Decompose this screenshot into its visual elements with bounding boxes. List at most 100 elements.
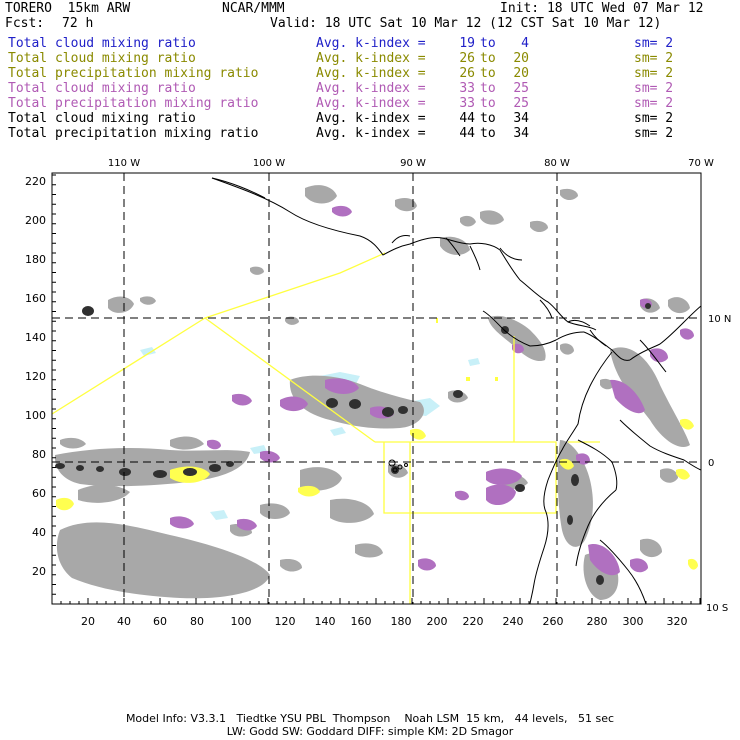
legend-lo: 20 [513, 51, 529, 66]
legend-row: Total cloud mixing ratio Avg. k-index = … [8, 111, 673, 126]
legend-lo: 20 [513, 66, 529, 81]
y-tick-labels: 20 40 60 80 100 120 140 160 180 200 220 [25, 175, 46, 578]
domain-boundaries [52, 252, 600, 604]
x-tick-label: 140 [315, 615, 336, 628]
legend-hi: 26 [459, 51, 475, 66]
model-info-line2: LW: Godd SW: Goddard DIFF: simple KM: 2D… [226, 725, 514, 738]
x-tick-label: 200 [427, 615, 448, 628]
y-tick-label: 120 [25, 370, 46, 383]
legend-variable: Total precipitation mixing ratio [8, 96, 259, 111]
forecast-hours: 72 h [62, 16, 94, 31]
x-tick-label: 40 [117, 615, 131, 628]
legend-smoothing: sm= 2 [634, 36, 674, 51]
longitude-labels: 110 W 100 W 90 W 80 W 70 W [108, 158, 714, 169]
y-tick-label: 140 [25, 331, 46, 344]
legend-hi: 26 [459, 66, 475, 81]
x-tick-label: 100 [231, 615, 252, 628]
legend-avg-label: Avg. k-index = [316, 126, 426, 141]
legend-to: to [480, 66, 496, 81]
legend-hi: 19 [459, 36, 475, 51]
legend-lo: 4 [521, 36, 529, 51]
legend-to: to [480, 111, 496, 126]
legend-to: to [480, 81, 496, 96]
latlon-grid [52, 173, 701, 604]
latitude-labels: 10 N 0 10 S [706, 314, 731, 614]
legend-variable: Total cloud mixing ratio [8, 36, 196, 51]
x-tick-label: 320 [667, 615, 688, 628]
y-tick-label: 20 [32, 565, 46, 578]
legend-lo: 34 [513, 126, 529, 141]
longitude-label: 90 W [400, 158, 426, 169]
legend-avg-label: Avg. k-index = [316, 36, 426, 51]
legend-smoothing: sm= 2 [634, 96, 674, 111]
x-tick-labels: 20 40 60 80 100 120 140 160 180 200 220 … [81, 615, 688, 628]
legend-to: to [480, 51, 496, 66]
legend-row: Total precipitation mixing ratio Avg. k-… [8, 126, 673, 141]
dark-cores [55, 303, 651, 585]
x-tick-label: 60 [153, 615, 167, 628]
legend-row: Total cloud mixing ratio Avg. k-index = … [8, 51, 673, 66]
legend-variable: Total precipitation mixing ratio [8, 126, 259, 141]
legend-lo: 34 [513, 111, 529, 126]
legend-avg-label: Avg. k-index = [316, 51, 426, 66]
legend-row: Total cloud mixing ratio Avg. k-index = … [8, 81, 673, 96]
legend-hi: 33 [459, 81, 475, 96]
x-tick-marks [51, 598, 701, 604]
legend-smoothing: sm= 2 [634, 81, 674, 96]
x-tick-label: 120 [275, 615, 296, 628]
model-title: TORERO 15km ARW [5, 1, 131, 16]
valid-time: Valid: 18 UTC Sat 10 Mar 12 (12 CST Sat … [270, 16, 662, 31]
y-tick-marks [52, 174, 56, 605]
latitude-label: 0 [708, 458, 714, 469]
y-tick-label: 40 [32, 526, 46, 539]
legend-lo: 25 [513, 81, 529, 96]
x-tick-label: 20 [81, 615, 95, 628]
latitude-label: 10 N [708, 314, 731, 325]
x-tick-label: 220 [463, 615, 484, 628]
region-marks [436, 318, 498, 381]
organization: NCAR/MMM [222, 1, 285, 16]
legend-variable: Total cloud mixing ratio [8, 81, 196, 96]
legend-avg-label: Avg. k-index = [316, 81, 426, 96]
longitude-label: 100 W [253, 158, 285, 169]
x-tick-label: 240 [503, 615, 524, 628]
y-tick-label: 80 [32, 448, 46, 461]
legend-row: Total precipitation mixing ratio Avg. k-… [8, 96, 673, 111]
x-tick-label: 300 [623, 615, 644, 628]
init-time: Init: 18 UTC Wed 07 Mar 12 [500, 1, 704, 16]
legend-hi: 33 [459, 96, 475, 111]
legend-variable: Total precipitation mixing ratio [8, 66, 259, 81]
legend-avg-label: Avg. k-index = [316, 66, 426, 81]
legend-hi: 44 [459, 111, 475, 126]
x-tick-label: 260 [543, 615, 564, 628]
legend-variable: Total cloud mixing ratio [8, 51, 196, 66]
longitude-label: 80 W [544, 158, 570, 169]
legend-smoothing: sm= 2 [634, 126, 674, 141]
legend-hi: 44 [459, 126, 475, 141]
longitude-label: 110 W [108, 158, 140, 169]
y-tick-label: 180 [25, 253, 46, 266]
y-tick-label: 160 [25, 292, 46, 305]
x-tick-label: 80 [190, 615, 204, 628]
x-tick-label: 160 [351, 615, 372, 628]
legend-smoothing: sm= 2 [634, 51, 674, 66]
x-tick-label: 180 [391, 615, 412, 628]
y-tick-label: 200 [25, 214, 46, 227]
y-tick-label: 60 [32, 487, 46, 500]
latitude-label: 10 S [706, 603, 728, 614]
legend-variable: Total cloud mixing ratio [8, 111, 196, 126]
legend-lo: 25 [513, 96, 529, 111]
legend-to: to [480, 96, 496, 111]
longitude-label: 70 W [688, 158, 714, 169]
legend-row: Total cloud mixing ratio Avg. k-index = … [8, 36, 673, 51]
legend-row: Total precipitation mixing ratio Avg. k-… [8, 66, 673, 81]
y-tick-label: 100 [25, 409, 46, 422]
model-info-line1: Model Info: V3.3.1 Tiedtke YSU PBL Thomp… [125, 712, 615, 725]
legend-avg-label: Avg. k-index = [316, 111, 426, 126]
legend-to: to [480, 36, 496, 51]
coastlines [211, 177, 701, 604]
legend-to: to [480, 126, 496, 141]
y-tick-label: 220 [25, 175, 46, 188]
legend-smoothing: sm= 2 [634, 66, 674, 81]
